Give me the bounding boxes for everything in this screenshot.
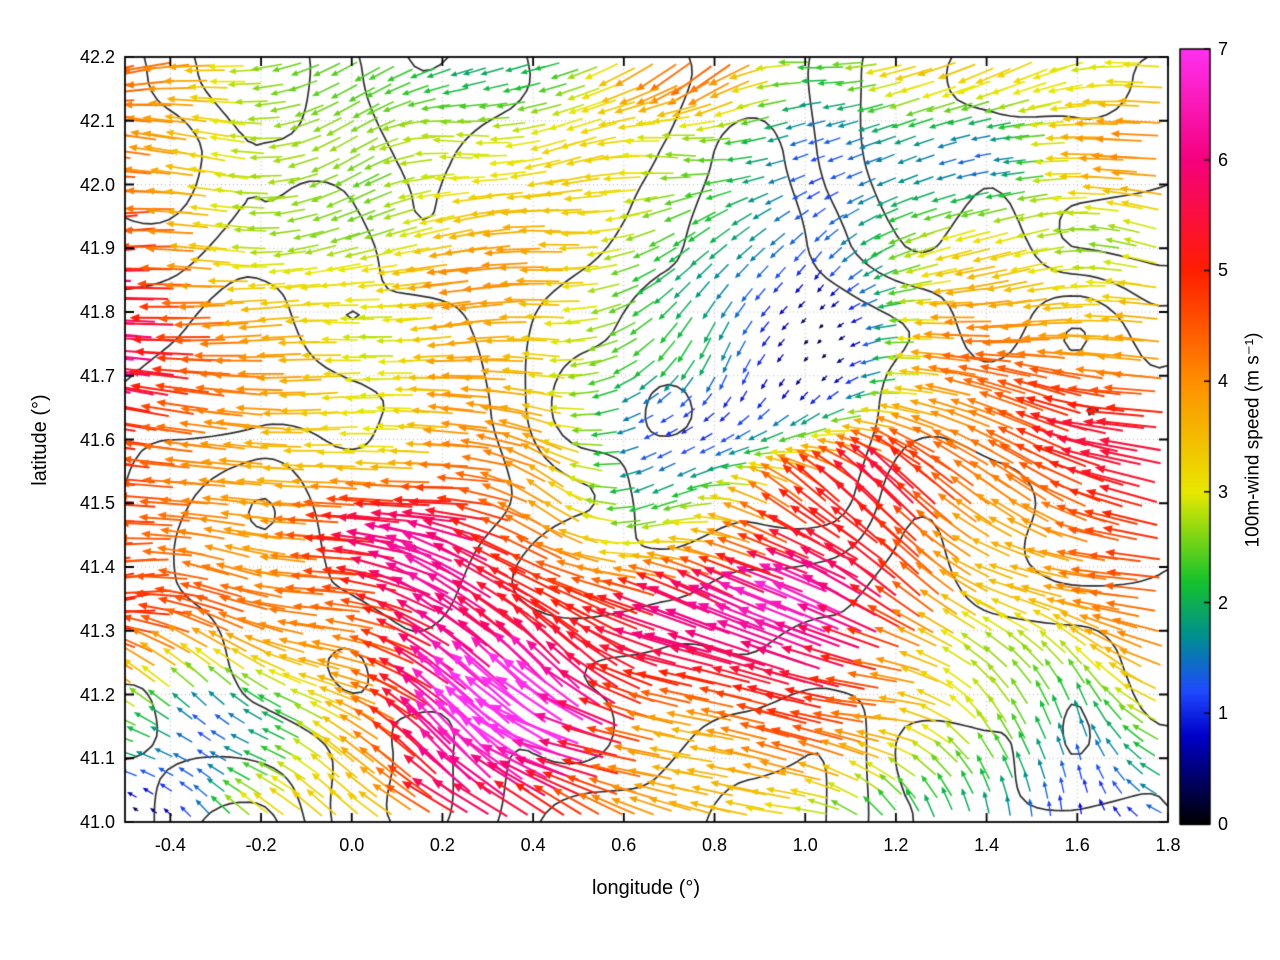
colorbar-tick-label: 4: [1218, 371, 1229, 392]
y-tick-label: 41.5: [79, 493, 115, 514]
x-tick-label: 1.2: [883, 835, 909, 855]
y-tick-label: 42.0: [79, 174, 115, 195]
colorbar-tick-label: 5: [1218, 260, 1229, 281]
x-tick-label: 0.4: [520, 835, 546, 855]
y-tick-label: 41.4: [79, 557, 115, 577]
y-axis-title: latitude (°): [29, 394, 51, 486]
y-tick-label: 41.8: [79, 302, 115, 322]
x-tick-label: -0.2: [245, 835, 277, 855]
x-tick-label: 1.0: [792, 835, 818, 855]
y-tick-label: 41.2: [79, 684, 115, 705]
y-tick-label: 42.2: [79, 47, 115, 67]
y-tick-label: 41.3: [79, 620, 115, 641]
colorbar-tick-label: 7: [1218, 39, 1229, 59]
x-tick-label: 0.6: [611, 835, 637, 855]
y-tick-label: 41.7: [79, 365, 115, 386]
x-tick-label: 1.4: [974, 835, 1000, 855]
colorbar-tick-label: 2: [1218, 592, 1229, 613]
colorbar-title: 100m-wind speed (m s⁻¹): [1242, 332, 1264, 548]
x-tick-label: 1.6: [1064, 835, 1090, 855]
x-tick-label: 0.8: [702, 835, 728, 855]
colorbar-tick-label: 3: [1218, 481, 1229, 502]
x-axis-title: longitude (°): [591, 877, 701, 899]
y-tick-label: 42.1: [79, 110, 115, 131]
y-tick-label: 41.1: [79, 748, 115, 769]
x-tick-label: 0.0: [339, 835, 365, 855]
colorbar-tick-label: 1: [1218, 703, 1229, 724]
colorbar-tick-label: 0: [1218, 814, 1229, 834]
y-tick-label: 41.6: [79, 429, 115, 450]
colorbar-tick-label: 6: [1218, 149, 1229, 170]
x-tick-label: 1.8: [1155, 835, 1181, 855]
x-tick-label: -0.4: [154, 835, 186, 855]
y-tick-label: 41.0: [79, 812, 115, 832]
x-tick-label: 0.2: [429, 835, 455, 855]
y-tick-label: 41.9: [79, 238, 115, 259]
